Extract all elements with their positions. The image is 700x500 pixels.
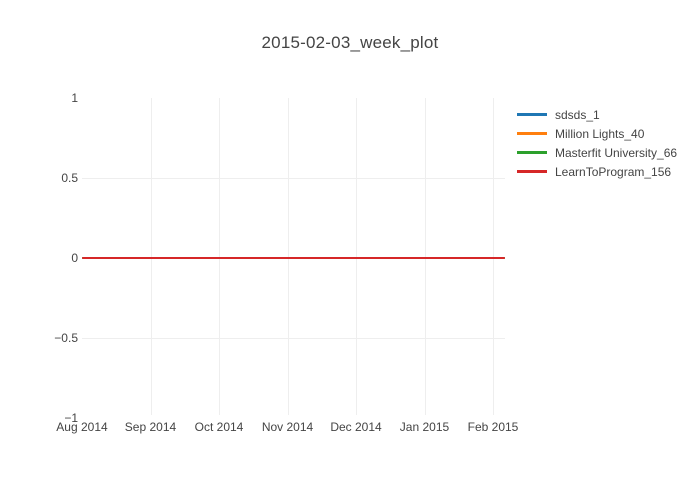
v-gridline [493,98,494,415]
chart-title: 2015-02-03_week_plot [261,33,439,52]
y-tick-label: 0.5 [61,171,78,185]
x-tick-label: Dec 2014 [330,420,382,434]
v-gridline [150,98,152,415]
legend-label: Million Lights_40 [555,126,645,141]
legend-label: LearnToProgram_156 [555,164,672,179]
legend-item-LearnToProgram_156[interactable]: LearnToProgram_156 [517,162,677,181]
v-gridline [219,98,220,415]
legend: sdsds_1 Million Lights_40 Masterfit Univer… [517,105,677,181]
legend-item-Million Lights_40[interactable]: Million Lights_40 [517,124,677,143]
legend-line-swatch [517,170,547,173]
legend-item-sdsds_1[interactable]: sdsds_1 [517,105,677,124]
x-tick-label: Sep 2014 [124,420,177,434]
v-gridline [356,98,357,415]
legend-label: sdsds_1 [555,107,600,122]
x-tick-label: Feb 2015 [467,420,519,434]
legend-line-swatch [517,132,547,135]
series-line-LearnToProgram_156 [82,256,505,260]
legend-item-Masterfit University_66[interactable]: Masterfit University_66 [517,143,677,162]
x-tick-label: Nov 2014 [261,420,314,434]
y-tick-label: −0.5 [54,331,78,345]
legend-label: Masterfit University_66 [555,145,678,160]
v-gridline [424,98,426,415]
v-gridline [287,98,289,415]
y-tick-label: 1 [71,91,78,105]
plot-area[interactable] [82,98,505,418]
h-gridline [82,178,505,179]
x-tick-label: Jan 2015 [399,420,450,434]
x-tick-label: Aug 2014 [56,420,108,434]
legend-line-swatch [517,151,547,154]
y-tick-label: 0 [71,251,78,265]
x-tick-label: Oct 2014 [194,420,244,434]
y-tick-label: −1 [64,411,78,425]
h-gridline [82,338,505,339]
legend-line-swatch [517,113,547,116]
